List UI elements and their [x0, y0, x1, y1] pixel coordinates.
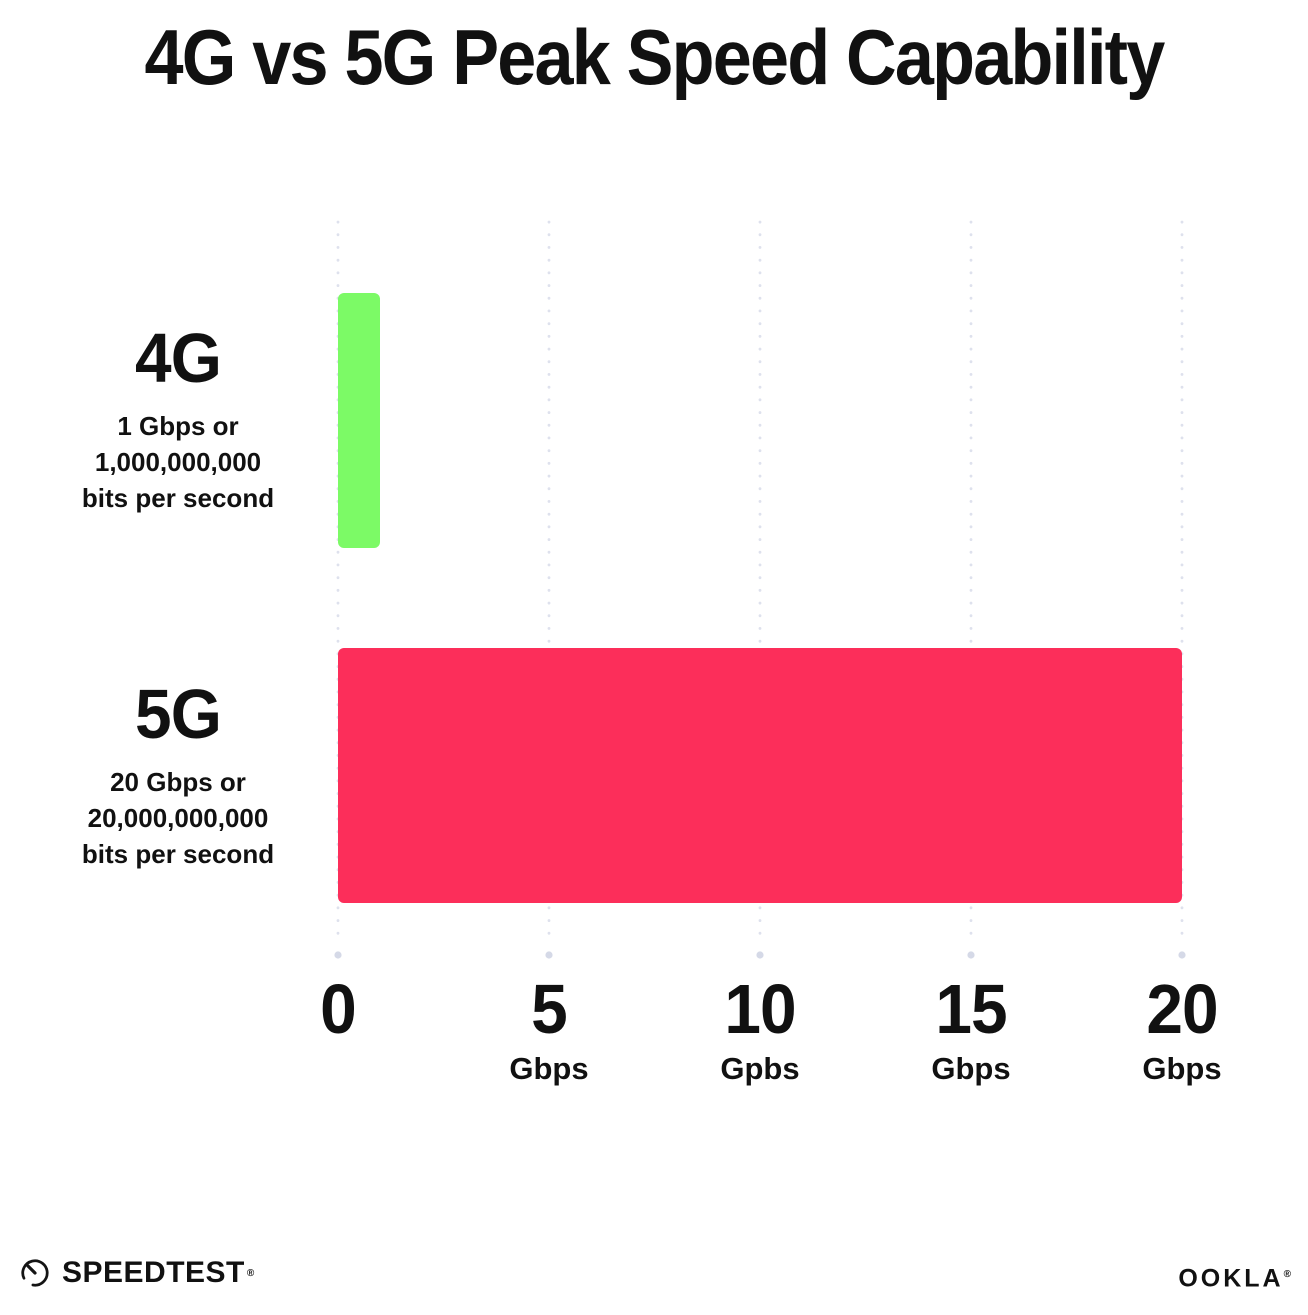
row-description-5g: 20 Gbps or 20,000,000,000 bits per second [28, 764, 328, 872]
speedtest-wordmark: SPEEDTEST [62, 1256, 245, 1289]
x-tick-10: 10 Gpbs [660, 974, 860, 1085]
x-tick-unit: Gpbs [720, 1051, 800, 1086]
row-name-5g: 5G [135, 675, 222, 753]
speedtest-trademark-mark: ® [246, 1267, 255, 1279]
x-tick-0: 0 [238, 974, 438, 1044]
ookla-trademark-mark: ® [1283, 1269, 1294, 1280]
row-description-line: 1,000,000,000 [94, 447, 262, 477]
x-tick-number: 15 [935, 970, 1007, 1048]
x-tick-number: 5 [531, 970, 568, 1048]
row-description-line: bits per second [81, 483, 275, 513]
x-tick-20: 20 Gbps [1082, 974, 1282, 1085]
chart-title: 4G vs 5G Peak Speed Capability [144, 13, 1166, 101]
row-description-line: bits per second [81, 839, 275, 869]
row-label-4g: 4G 1 Gbps or 1,000,000,000 bits per second [28, 322, 328, 516]
x-tick-5: 5 Gbps [449, 974, 649, 1085]
x-tick-15: 15 Gbps [871, 974, 1071, 1085]
row-description-4g: 1 Gbps or 1,000,000,000 bits per second [28, 408, 328, 516]
gridline-end-dot [545, 951, 553, 959]
x-tick-number: 20 [1146, 970, 1218, 1048]
bar-5g [338, 648, 1182, 903]
speedtest-logo: SPEEDTEST ® [18, 1256, 254, 1290]
bar-4g [338, 293, 380, 548]
gridline-end-dot [967, 951, 975, 959]
x-tick-unit: Gbps [931, 1051, 1011, 1086]
gridline-end-dot [334, 951, 342, 959]
row-name-4g: 4G [135, 319, 222, 397]
row-description-line: 20 Gbps or [110, 767, 246, 797]
x-tick-unit: Gbps [509, 1051, 589, 1086]
gridline-end-dot [756, 951, 764, 959]
speedometer-gauge-icon [21, 1259, 49, 1287]
row-label-5g: 5G 20 Gbps or 20,000,000,000 bits per secon… [28, 678, 328, 872]
x-tick-number: 10 [724, 970, 796, 1048]
x-tick-unit: Gbps [1142, 1051, 1222, 1086]
ookla-logo: OOKLA® [1178, 1262, 1294, 1291]
gridline-end-dot [1178, 951, 1186, 959]
x-tick-number: 0 [320, 970, 357, 1048]
ookla-wordmark: OOKLA [1178, 1264, 1284, 1293]
row-description-line: 1 Gbps or [117, 411, 239, 441]
row-description-line: 20,000,000,000 [87, 803, 269, 833]
